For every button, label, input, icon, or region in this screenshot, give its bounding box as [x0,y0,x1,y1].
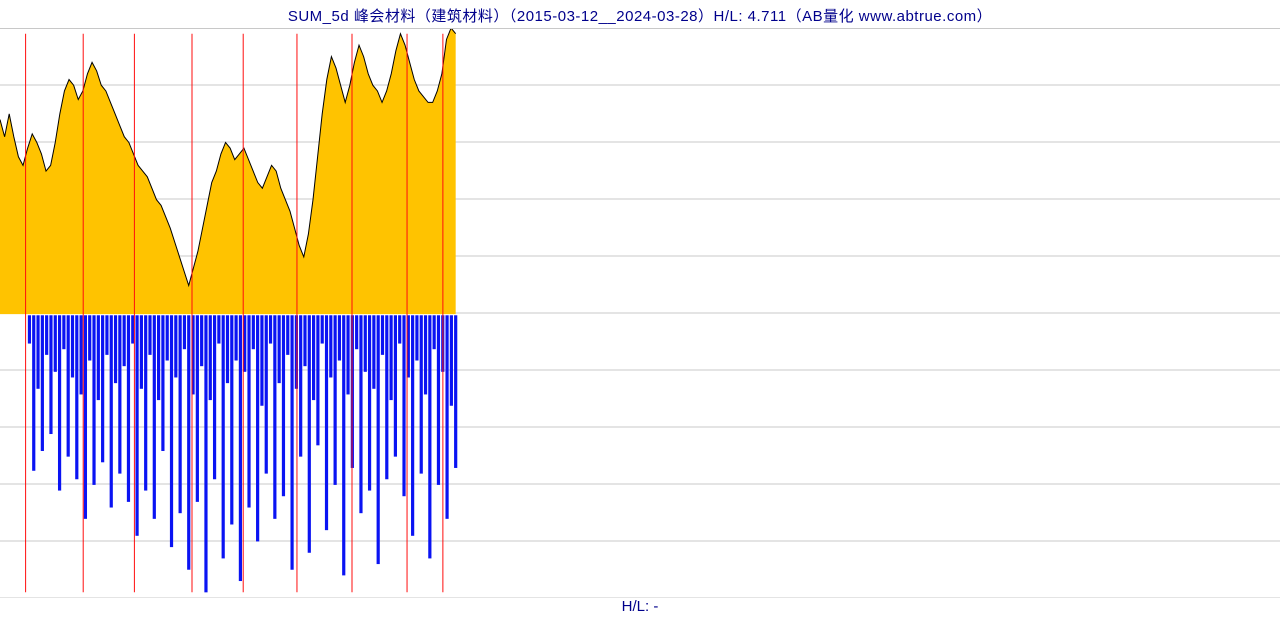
chart-canvas [0,28,1280,598]
chart-footer: H/L: - [0,598,1280,615]
chart-area [0,28,1280,598]
chart-title: SUM_5d 峰会材料（建筑材料）（2015-03-12__2024-03-28… [0,5,1280,26]
